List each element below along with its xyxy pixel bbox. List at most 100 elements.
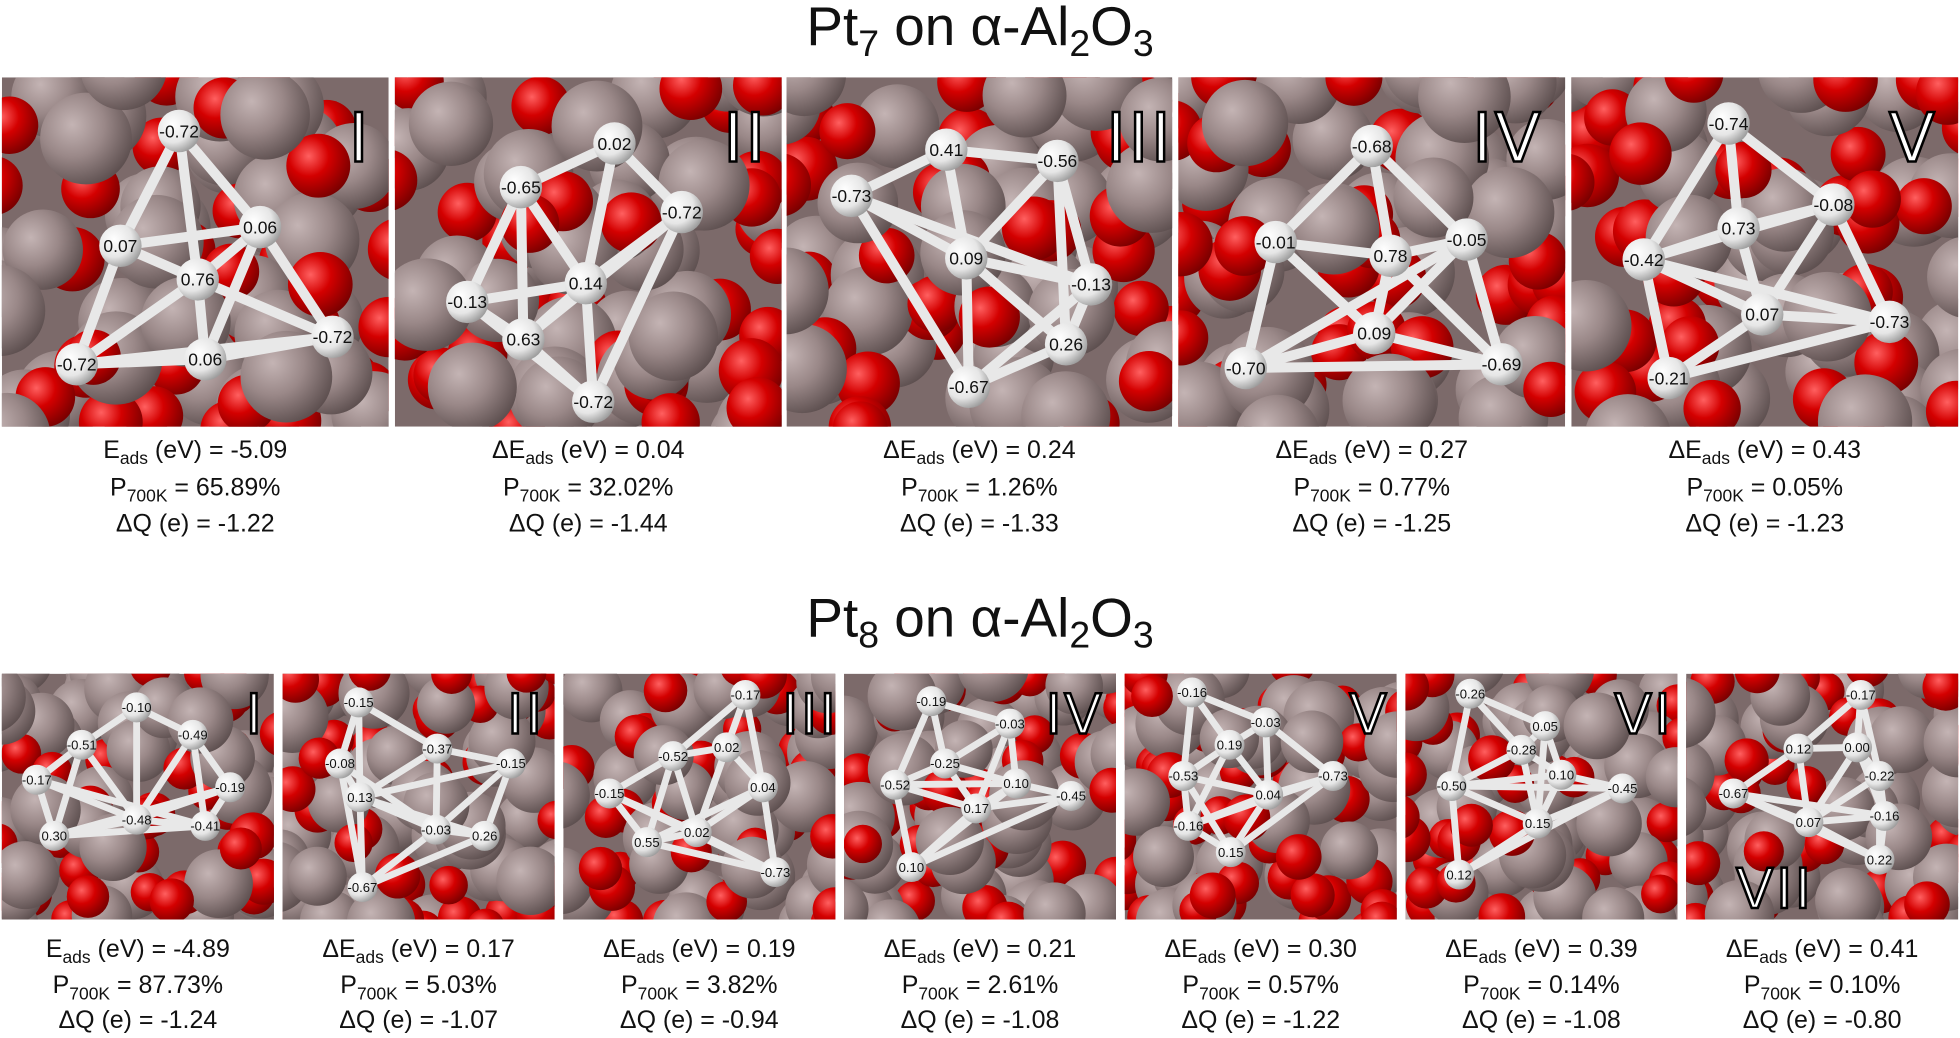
caption-line: P700K = 5.03%	[340, 971, 497, 1003]
oxygen-atom	[1405, 673, 1430, 711]
atom-charge: 0.30	[42, 829, 67, 844]
oxygen-atom	[986, 901, 1030, 920]
oxygen-atom	[1662, 717, 1678, 757]
oxygen-atom	[1405, 795, 1420, 838]
structure-panel: -0.26 0.05 -0.28 0.10 -0.50 -0.45 0.15 0.12 VI	[1405, 673, 1678, 920]
pt-atom	[658, 741, 689, 772]
text-run: Pt	[806, 0, 858, 57]
pt-bond	[71, 354, 211, 370]
pt-bond	[1448, 782, 1626, 792]
atom-charge: -0.51	[67, 738, 97, 753]
caption-line: P700K = 0.05%	[1686, 473, 1843, 505]
pt-atom	[1318, 761, 1349, 791]
atom-charge: -0.15	[595, 786, 625, 801]
atom-charge: -0.45	[1608, 781, 1638, 796]
isomer-label: III	[1106, 98, 1173, 177]
aluminum-atom	[1563, 692, 1631, 760]
atom-charge: 0.09	[1357, 323, 1391, 343]
subscript: 8	[858, 614, 879, 656]
atom-charge: 0.55	[634, 835, 659, 850]
subscript: ads	[1309, 448, 1337, 468]
oxygen-atom	[429, 865, 468, 905]
pt-atom	[1214, 729, 1245, 760]
oxygen-atom	[641, 393, 700, 427]
pt-bond	[133, 731, 197, 824]
text-run: P	[503, 473, 520, 501]
aluminum-atom	[1645, 747, 1678, 808]
pt-bond	[891, 780, 1020, 789]
oxygen-atom	[1, 96, 39, 154]
text-run: = 0.10%	[1801, 971, 1900, 999]
pt-bond	[961, 253, 1072, 350]
pt-atom	[177, 719, 208, 750]
atom-charge: 0.07	[1745, 305, 1779, 325]
pt-bond	[255, 222, 338, 342]
atom-charge: -0.16	[1177, 685, 1207, 700]
caption-line: P700K = 0.77%	[1293, 473, 1450, 505]
aluminum-atom	[81, 77, 166, 111]
structure-panel: -0.17 0.12 0.00 -0.22 -0.67 -0.16 0.07 0.22 VII	[1686, 673, 1959, 921]
oxygen-atom	[1178, 212, 1213, 277]
aluminum-atom	[1393, 157, 1474, 238]
atom-charge: -0.72	[57, 355, 97, 375]
structure-panel: 0.02 -0.65 -0.72 0.14 -0.13 0.63 -0.72 II	[394, 77, 782, 427]
oxygen-atom	[578, 846, 623, 891]
caption-line: ΔEads (eV) = 0.17	[322, 935, 514, 967]
aluminum-atom	[427, 342, 517, 427]
subscript: 700K	[357, 983, 398, 1003]
text-run: ΔQ (e) = -1.44	[509, 509, 668, 537]
text-run: (eV) = 0.04	[553, 436, 684, 464]
pt-atom	[711, 732, 742, 763]
aluminum-atom	[628, 291, 719, 381]
pt-atom	[469, 820, 500, 851]
aluminum-atom	[1582, 887, 1645, 920]
aluminum-atom	[1023, 882, 1086, 920]
caption-line: ΔEads (eV) = 0.39	[1445, 935, 1637, 967]
aluminum-atom	[1, 841, 60, 910]
aluminum-atom	[1045, 673, 1103, 715]
oxygen-atom	[1523, 361, 1566, 417]
subscript: ads	[525, 448, 553, 468]
oxygen-atom	[1405, 866, 1448, 909]
pt-atom	[39, 820, 70, 851]
text-run: = 3.82%	[678, 971, 777, 999]
oxygen-atom	[1641, 874, 1678, 914]
subscript: ads	[1198, 947, 1226, 967]
caption-line: P700K = 3.82%	[621, 971, 778, 1003]
pt-atom	[1812, 183, 1855, 226]
pt-bond	[742, 691, 767, 791]
pt-bond	[580, 138, 620, 289]
atom-charge: 0.04	[750, 780, 775, 795]
atom-charge: 0.78	[1373, 246, 1407, 266]
text-run: (eV) = 0.17	[384, 935, 515, 963]
text-run: ΔE	[884, 935, 917, 963]
isomer-label: VII	[1736, 857, 1813, 921]
pt-atom	[660, 190, 704, 234]
atom-charge: -0.28	[1507, 743, 1537, 758]
pt-bond	[115, 126, 185, 251]
atom-charge: -0.73	[1870, 312, 1910, 332]
pt-bond	[115, 222, 266, 251]
atom-charge: -0.03	[995, 716, 1025, 731]
pt-atom	[572, 380, 615, 423]
oxygen-atom	[1904, 881, 1950, 920]
pt-atom	[747, 772, 778, 803]
isomer-label: IV	[1472, 98, 1543, 177]
subscript: 700K	[1760, 983, 1801, 1003]
pt-bond	[846, 190, 974, 392]
text-run: ΔQ (e) = -1.22	[1181, 1006, 1340, 1034]
text-run: P	[1686, 473, 1703, 501]
atom-charge: -0.10	[122, 700, 152, 715]
atom-charge: 0.14	[569, 273, 603, 293]
subscript: ads	[1759, 947, 1787, 967]
pt-atom	[1173, 810, 1204, 841]
pt-atom	[681, 817, 712, 848]
pt-atom	[1444, 859, 1475, 890]
atom-charge: -0.15	[496, 756, 526, 771]
oxygen-atom	[844, 824, 882, 864]
aluminum-atom	[1236, 394, 1319, 427]
text-run: (eV) = 0.30	[1226, 935, 1357, 963]
text-run: = 0.57%	[1240, 971, 1339, 999]
pt-atom	[238, 205, 282, 249]
aluminum-atom	[1868, 706, 1936, 774]
